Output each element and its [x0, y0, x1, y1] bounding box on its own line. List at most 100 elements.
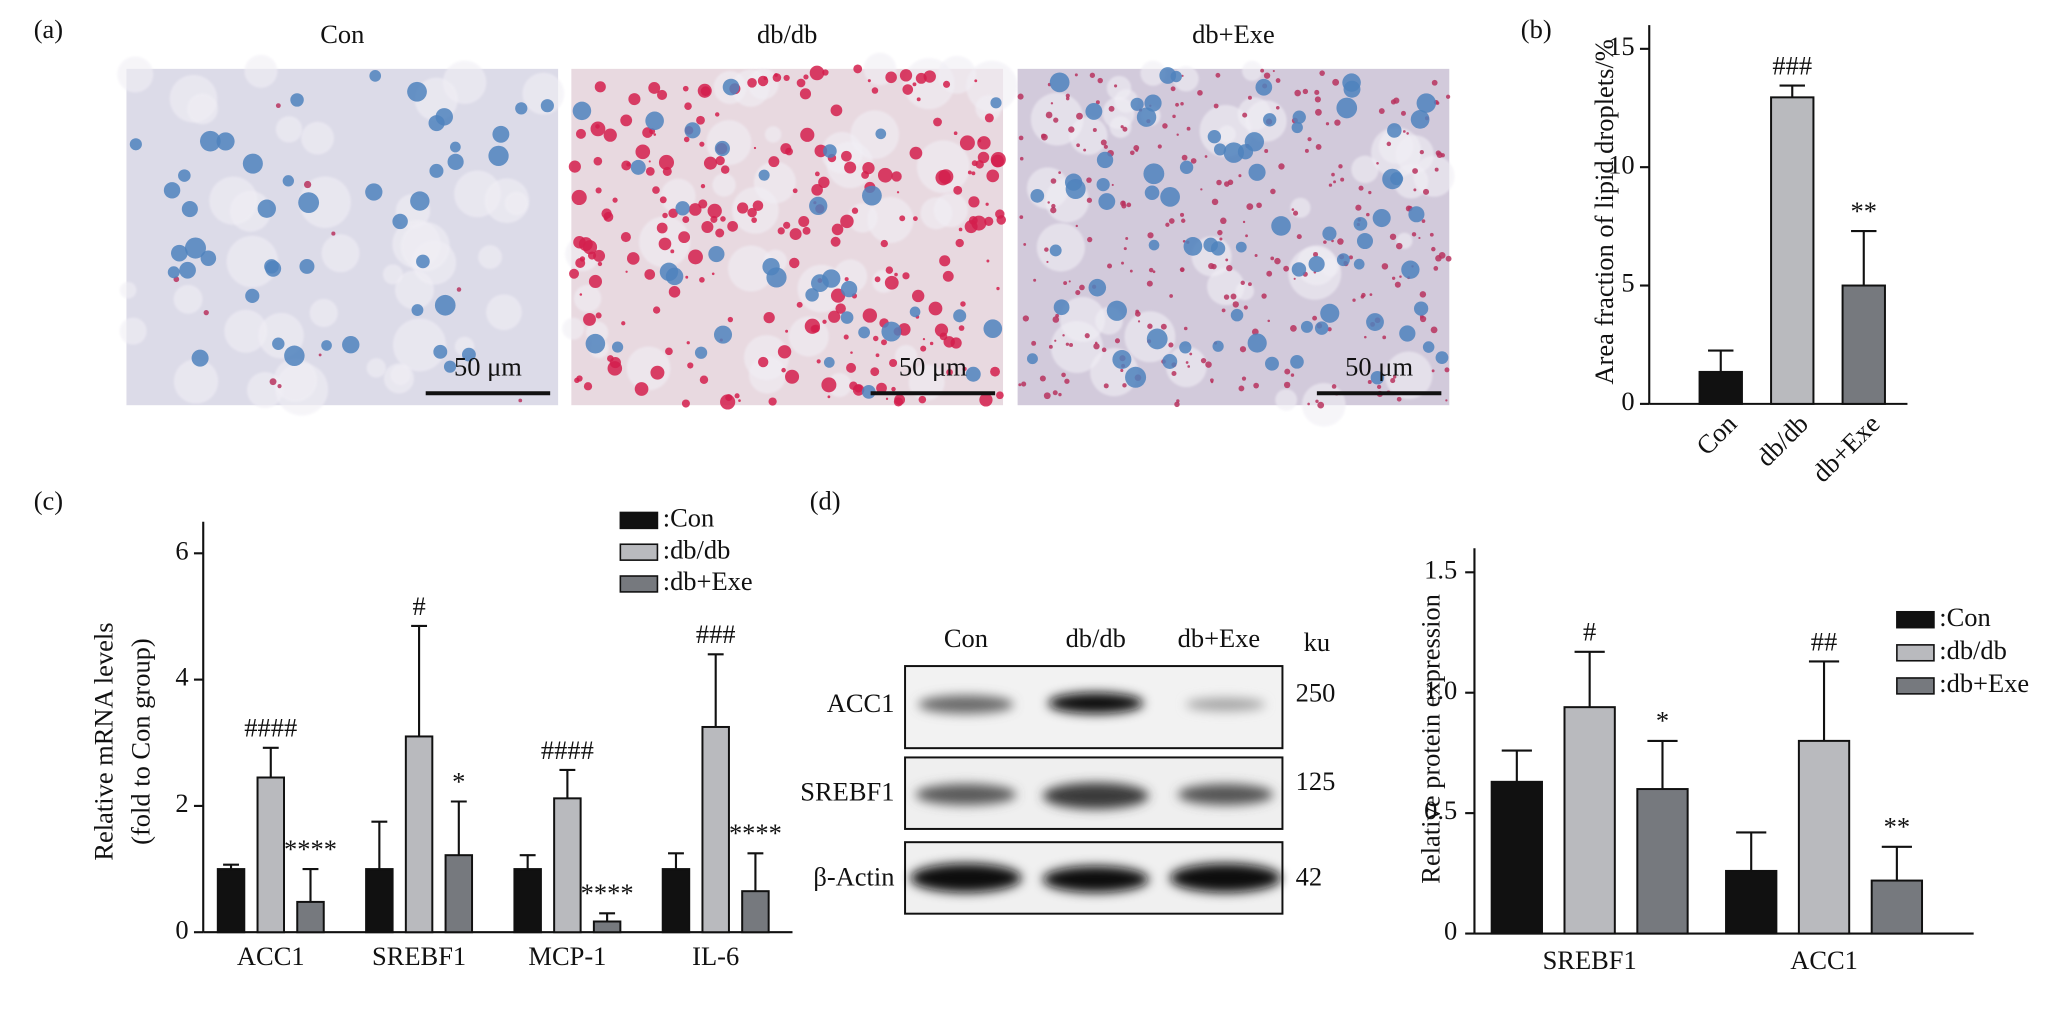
lipid-droplet	[1179, 267, 1185, 273]
texture	[224, 309, 268, 353]
legend-swatch	[1896, 644, 1935, 662]
lipid-droplet	[1050, 207, 1057, 214]
lipid-droplet	[996, 286, 1000, 291]
nucleus	[342, 336, 360, 354]
nucleus	[858, 326, 871, 339]
bar	[1636, 788, 1689, 935]
lipid-droplet	[1436, 151, 1443, 159]
lipid-droplet	[777, 345, 792, 359]
group-label: db+Exe	[1192, 19, 1275, 49]
lipid-droplet	[682, 85, 689, 92]
lipid-droplet	[962, 366, 967, 371]
lipid-droplet	[922, 337, 926, 341]
lipid-droplet	[862, 161, 875, 175]
texture	[764, 126, 782, 143]
y-tick-label: 15	[1608, 31, 1634, 61]
nucleus	[1162, 354, 1178, 369]
lipid-droplet	[1094, 341, 1098, 345]
lipid-droplet	[656, 89, 668, 100]
lipid-droplet	[1114, 338, 1121, 344]
lipid-droplet	[789, 257, 800, 269]
lipid-droplet	[715, 156, 725, 166]
lipid-droplet	[703, 156, 717, 170]
texture	[478, 245, 502, 269]
lipid-droplet	[1290, 325, 1297, 332]
row-label: ACC1	[827, 688, 895, 718]
lipid-droplet	[1068, 280, 1071, 283]
texture	[1060, 296, 1106, 342]
lipid-droplet	[662, 212, 668, 219]
lipid-droplet	[593, 249, 606, 262]
y-tick-label: 10	[1608, 149, 1634, 179]
lipid-droplet	[1062, 334, 1065, 337]
nucleus	[684, 122, 701, 139]
nucleus	[1413, 301, 1429, 316]
lipid-droplet	[571, 189, 587, 206]
lipid-droplet	[625, 270, 628, 273]
bar	[1870, 879, 1924, 935]
lipid-droplet	[699, 375, 709, 384]
lipid-droplet	[681, 399, 690, 408]
lipid-droplet	[1211, 198, 1219, 206]
lipid-droplet	[902, 84, 914, 95]
lipid-droplet	[1054, 339, 1057, 342]
lane-label: Con	[944, 623, 988, 653]
y-tick-label: 0	[1444, 916, 1457, 946]
nucleus	[909, 306, 921, 318]
lipid-droplet	[1148, 267, 1154, 273]
x-tick-label: IL-6	[692, 941, 739, 971]
lipid-droplet	[1266, 270, 1273, 277]
nucleus	[758, 169, 770, 181]
nucleus	[722, 78, 740, 96]
lipid-droplet	[1331, 384, 1337, 389]
lipid-droplet	[871, 87, 879, 94]
lipid-droplet	[874, 276, 881, 283]
nucleus	[1387, 123, 1402, 138]
lipid-droplet	[1293, 210, 1299, 216]
lipid-droplet	[1361, 292, 1366, 298]
nucleus	[861, 385, 876, 399]
lipid-droplet	[1296, 234, 1302, 240]
nucleus	[694, 346, 708, 359]
lipid-droplet	[1219, 237, 1223, 241]
error-bar	[1501, 749, 1532, 782]
scale-label: 50 μm	[1345, 352, 1413, 382]
lipid-droplet	[885, 397, 889, 401]
lipid-droplet	[1369, 293, 1373, 297]
lipid-droplet	[1137, 320, 1141, 323]
texture	[1384, 351, 1433, 399]
lipid-droplet	[659, 196, 667, 204]
lipid-droplet	[1419, 150, 1424, 155]
lipid-droplet	[1095, 100, 1100, 105]
lipid-droplet	[1314, 89, 1320, 95]
bar	[553, 797, 582, 934]
nucleus	[515, 102, 528, 115]
lipid-droplet	[1123, 247, 1127, 251]
lipid-droplet	[573, 236, 586, 249]
scale-label: 50 μm	[899, 352, 967, 382]
lipid-droplet	[1323, 240, 1327, 244]
lipid-droplet	[1126, 202, 1132, 208]
nucleus	[713, 325, 733, 344]
lipid-droplet	[688, 203, 702, 216]
lipid-droplet	[1018, 135, 1024, 141]
texture	[712, 173, 736, 197]
lipid-droplet	[612, 197, 618, 203]
lipid-droplet	[974, 79, 978, 83]
y-tick-label: 0.5	[1424, 795, 1457, 825]
texture	[119, 317, 147, 345]
nucleus	[1125, 366, 1147, 388]
bar	[701, 725, 730, 934]
lane-label: db/db	[1066, 623, 1126, 653]
lipid-droplet	[1039, 375, 1046, 382]
lipid-droplet	[1392, 375, 1397, 379]
lipid-droplet	[977, 136, 991, 150]
lipid-droplet	[991, 154, 1004, 168]
lipid-droplet	[686, 341, 690, 345]
lipid-droplet	[1050, 102, 1054, 105]
lipid-droplet	[738, 399, 741, 402]
lipid-droplet	[1223, 294, 1230, 300]
significance-label: ****	[729, 818, 782, 848]
lipid-droplet	[1340, 177, 1345, 182]
lipid-droplet	[594, 81, 606, 93]
